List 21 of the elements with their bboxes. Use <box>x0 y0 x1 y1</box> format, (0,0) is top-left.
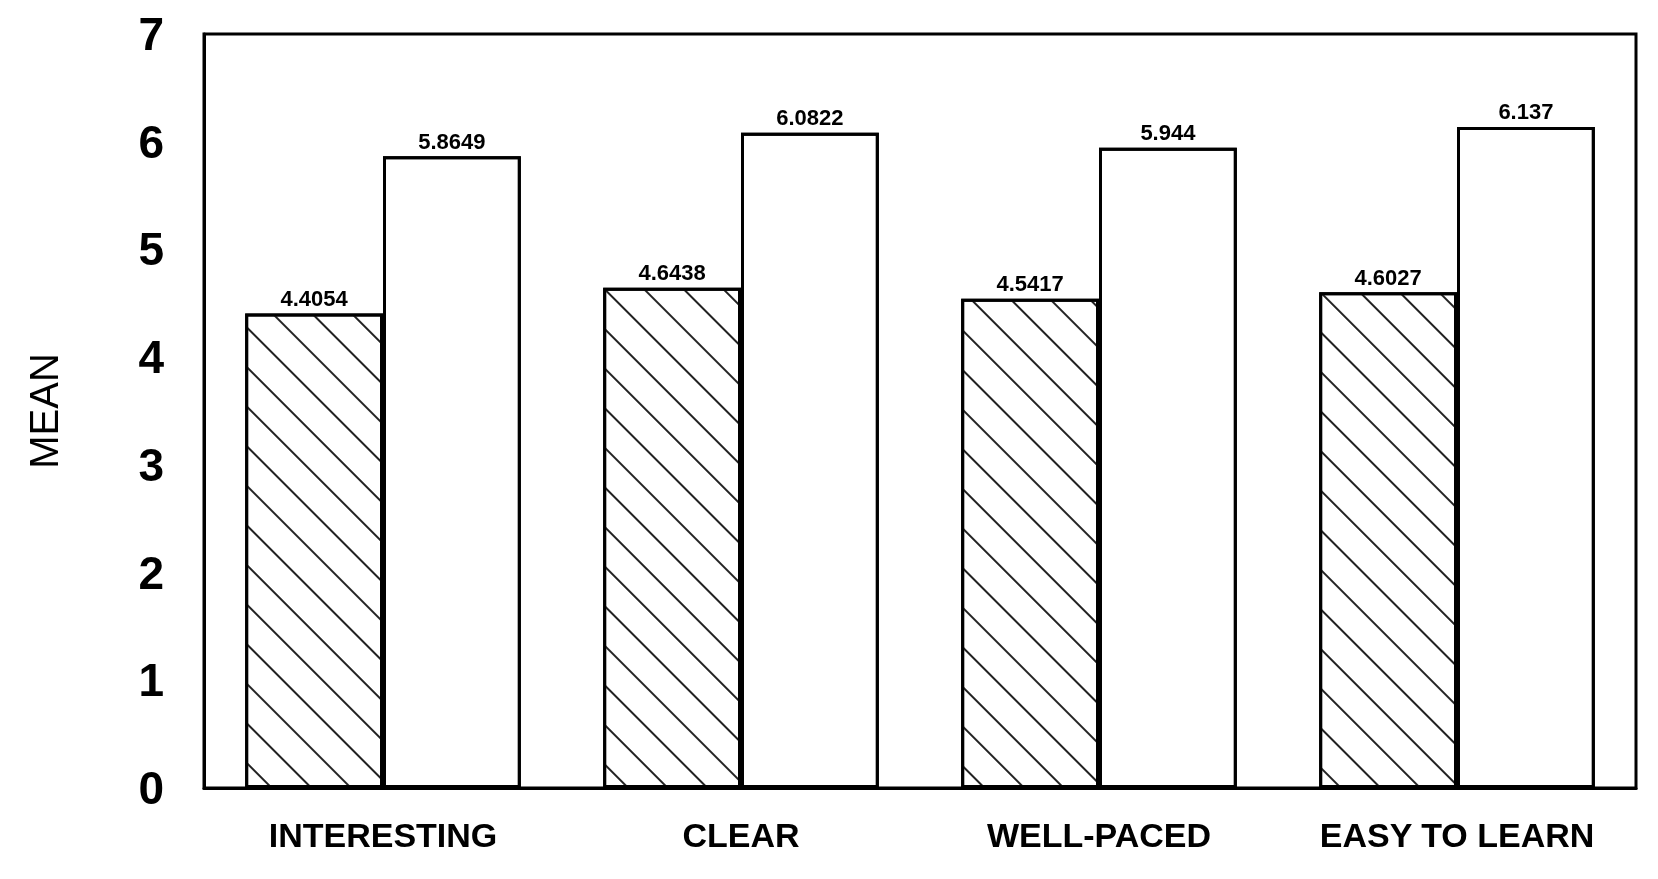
y-tick-label: 6 <box>138 115 164 168</box>
y-tick-label: 7 <box>138 8 164 60</box>
y-tick-label: 2 <box>138 546 164 599</box>
x-tick-label: EASY TO LEARN <box>1319 816 1595 854</box>
data-label: 6.0822 <box>776 105 844 131</box>
data-label: 5.944 <box>1140 120 1197 146</box>
data-label: 4.6027 <box>1354 264 1422 290</box>
y-tick-label: 4 <box>138 331 165 384</box>
data-label: 5.8649 <box>418 128 486 154</box>
y-axis-title: MEAN <box>22 353 66 469</box>
y-tick-label: 0 <box>138 762 164 814</box>
x-tick-label: CLEAR <box>682 816 800 854</box>
y-tick-label: 1 <box>138 654 164 707</box>
x-tick-label: WELL-PACED <box>986 816 1212 854</box>
y-tick-label: 3 <box>138 438 164 491</box>
y-tick-label: 5 <box>138 223 164 276</box>
data-label: 6.137 <box>1498 99 1554 125</box>
data-label: 4.5417 <box>996 271 1064 297</box>
data-label: 4.4054 <box>280 285 349 311</box>
x-tick-label: INTERESTING <box>268 816 498 854</box>
data-label: 4.6438 <box>638 260 706 286</box>
